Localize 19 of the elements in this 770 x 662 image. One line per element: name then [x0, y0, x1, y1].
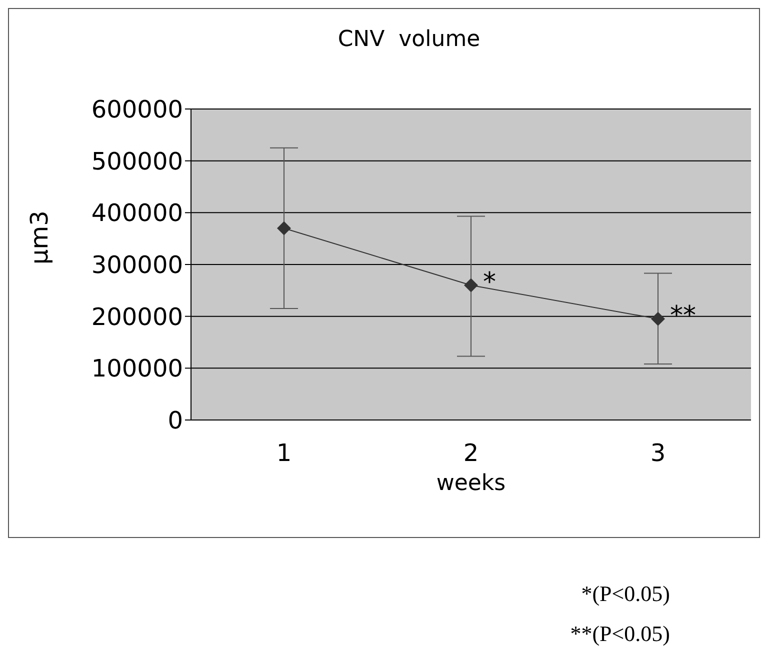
point	[464, 278, 478, 292]
text: *(P<0.05)	[580, 580, 670, 608]
y-tick-label: 600000	[91, 96, 183, 124]
x-tick-label: 1	[276, 439, 292, 468]
y-tick-label: 100000	[91, 354, 183, 383]
y-tick-label: 500000	[91, 147, 183, 176]
x-tick-label: 2	[463, 439, 479, 468]
point	[277, 221, 291, 236]
y-axis-title: μm3	[26, 210, 54, 264]
y-tick-label: 400000	[91, 199, 183, 228]
point	[651, 312, 665, 326]
y-tick-label: 200000	[91, 302, 183, 331]
y-tick-label: 0	[168, 406, 183, 435]
x-tick-label: 3	[650, 439, 666, 468]
x-axis-title: weeks	[436, 471, 506, 496]
annotation: *	[483, 267, 496, 298]
y-tick-label: 300000	[91, 251, 183, 280]
text: **(P<0.05)	[569, 620, 670, 648]
chart-title: CNV volume	[336, 26, 482, 54]
